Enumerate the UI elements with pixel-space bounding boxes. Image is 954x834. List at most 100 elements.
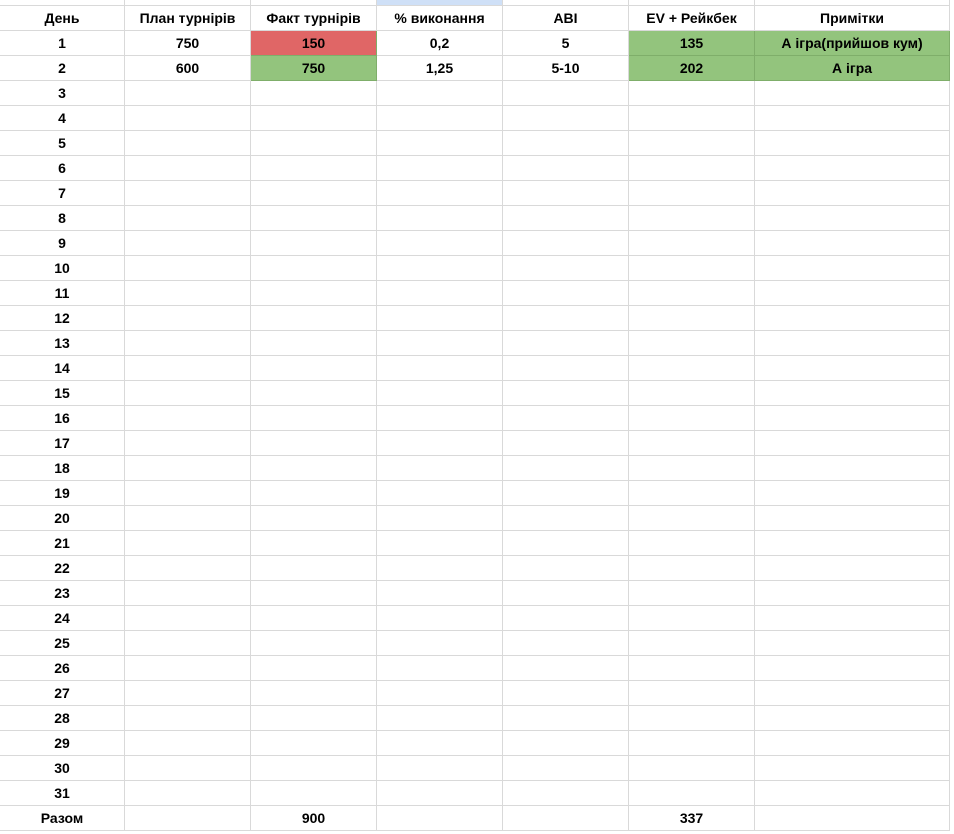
cell-abi[interactable] (503, 731, 629, 756)
cell-ev[interactable] (629, 656, 755, 681)
cell-percent[interactable] (377, 156, 503, 181)
cell-notes[interactable] (755, 131, 950, 156)
cell-notes[interactable] (755, 81, 950, 106)
cell-percent[interactable] (377, 481, 503, 506)
cell-day[interactable]: 23 (0, 581, 125, 606)
cell-ev[interactable]: 135 (629, 31, 755, 56)
cell-abi[interactable] (503, 631, 629, 656)
cell-abi[interactable] (503, 131, 629, 156)
cell-notes[interactable] (755, 506, 950, 531)
cell-percent[interactable] (377, 656, 503, 681)
cell-percent[interactable] (377, 581, 503, 606)
cell-abi[interactable] (503, 256, 629, 281)
cell-plan[interactable] (125, 531, 251, 556)
cell-abi[interactable] (503, 656, 629, 681)
cell-ev[interactable] (629, 231, 755, 256)
cell-ev[interactable] (629, 581, 755, 606)
column-top-ev[interactable] (629, 0, 755, 6)
cell-ev[interactable] (629, 731, 755, 756)
cell-notes[interactable] (755, 706, 950, 731)
cell-fact[interactable] (251, 181, 377, 206)
cell-ev[interactable] (629, 456, 755, 481)
cell-plan[interactable] (125, 181, 251, 206)
cell-notes[interactable]: А ігра(прийшов кум) (755, 31, 950, 56)
cell-abi[interactable] (503, 106, 629, 131)
cell-fact[interactable] (251, 206, 377, 231)
cell-fact[interactable] (251, 131, 377, 156)
cell-abi[interactable]: ABI (503, 6, 629, 31)
cell-ev[interactable] (629, 431, 755, 456)
cell-notes[interactable] (755, 206, 950, 231)
cell-percent[interactable] (377, 406, 503, 431)
cell-plan[interactable] (125, 106, 251, 131)
cell-abi[interactable] (503, 431, 629, 456)
cell-fact[interactable] (251, 731, 377, 756)
cell-percent[interactable] (377, 431, 503, 456)
cell-plan[interactable] (125, 156, 251, 181)
cell-abi[interactable] (503, 156, 629, 181)
cell-percent[interactable]: 0,2 (377, 31, 503, 56)
cell-day[interactable]: 24 (0, 606, 125, 631)
column-top-plan[interactable] (125, 0, 251, 6)
cell-ev[interactable] (629, 406, 755, 431)
cell-percent[interactable] (377, 681, 503, 706)
cell-percent[interactable] (377, 331, 503, 356)
cell-plan[interactable] (125, 656, 251, 681)
cell-fact[interactable] (251, 631, 377, 656)
cell-notes[interactable] (755, 581, 950, 606)
cell-percent[interactable] (377, 306, 503, 331)
cell-notes[interactable] (755, 306, 950, 331)
cell-day[interactable]: 30 (0, 756, 125, 781)
cell-percent[interactable] (377, 356, 503, 381)
cell-percent[interactable]: 1,25 (377, 56, 503, 81)
cell-plan[interactable]: 600 (125, 56, 251, 81)
cell-fact[interactable] (251, 331, 377, 356)
cell-day[interactable]: 1 (0, 31, 125, 56)
cell-notes[interactable] (755, 656, 950, 681)
cell-notes[interactable] (755, 156, 950, 181)
cell-fact[interactable] (251, 506, 377, 531)
cell-ev[interactable] (629, 631, 755, 656)
cell-abi[interactable] (503, 381, 629, 406)
cell-notes[interactable] (755, 481, 950, 506)
cell-abi[interactable] (503, 531, 629, 556)
cell-day[interactable]: 8 (0, 206, 125, 231)
cell-notes[interactable] (755, 556, 950, 581)
cell-notes[interactable] (755, 531, 950, 556)
cell-day[interactable]: 6 (0, 156, 125, 181)
cell-plan[interactable] (125, 631, 251, 656)
cell-ev[interactable] (629, 106, 755, 131)
cell-day[interactable]: 15 (0, 381, 125, 406)
column-top-fact[interactable] (251, 0, 377, 6)
cell-ev[interactable] (629, 481, 755, 506)
cell-abi[interactable] (503, 406, 629, 431)
cell-notes[interactable] (755, 381, 950, 406)
cell-day[interactable]: 19 (0, 481, 125, 506)
cell-day[interactable]: 9 (0, 231, 125, 256)
cell-ev[interactable] (629, 681, 755, 706)
cell-plan[interactable] (125, 431, 251, 456)
cell-plan[interactable] (125, 781, 251, 806)
cell-percent[interactable] (377, 556, 503, 581)
cell-plan[interactable] (125, 706, 251, 731)
cell-ev[interactable] (629, 706, 755, 731)
cell-plan[interactable] (125, 506, 251, 531)
cell-abi[interactable] (503, 356, 629, 381)
cell-ev[interactable] (629, 556, 755, 581)
cell-fact[interactable] (251, 256, 377, 281)
cell-notes[interactable] (755, 806, 950, 831)
cell-abi[interactable] (503, 706, 629, 731)
cell-plan[interactable] (125, 306, 251, 331)
cell-day[interactable]: 27 (0, 681, 125, 706)
cell-day[interactable]: 5 (0, 131, 125, 156)
cell-day[interactable]: День (0, 6, 125, 31)
cell-plan[interactable] (125, 581, 251, 606)
cell-percent[interactable] (377, 756, 503, 781)
cell-percent[interactable]: % виконання (377, 6, 503, 31)
cell-day[interactable]: 10 (0, 256, 125, 281)
cell-plan[interactable] (125, 81, 251, 106)
cell-plan[interactable] (125, 456, 251, 481)
cell-day[interactable]: 18 (0, 456, 125, 481)
cell-plan[interactable] (125, 381, 251, 406)
cell-ev[interactable] (629, 181, 755, 206)
